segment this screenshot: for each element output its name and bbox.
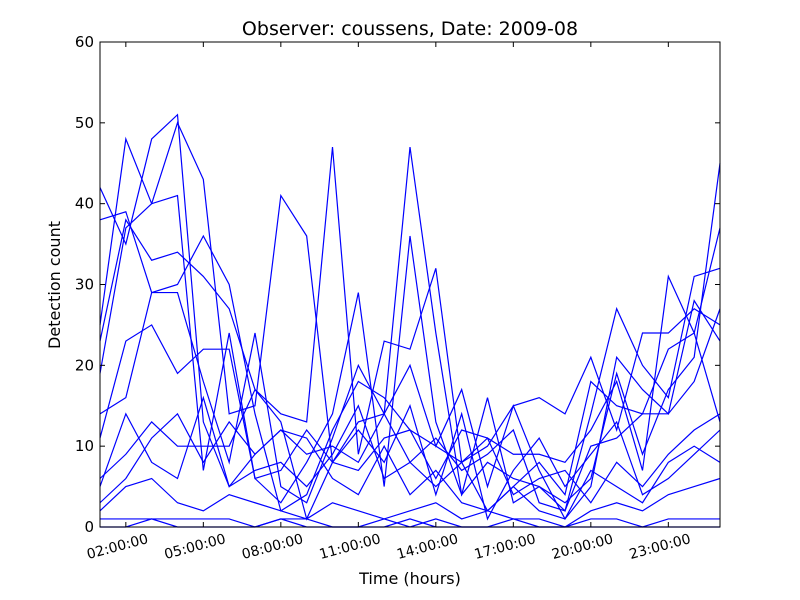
y-axis-label: Detection count	[45, 221, 64, 349]
y-tick-label: 10	[75, 437, 94, 455]
y-tick-label: 60	[75, 33, 94, 51]
series-line-4	[99, 147, 721, 464]
y-tick-label: 20	[75, 356, 94, 374]
series-line-10	[99, 412, 721, 520]
plot-background	[100, 42, 720, 527]
series-line-3	[99, 136, 721, 512]
chart-title: Observer: coussens, Date: 2009-08	[242, 18, 578, 40]
y-tick-label: 50	[75, 114, 94, 132]
y-tick-label: 30	[75, 276, 94, 294]
series-lines	[99, 113, 721, 528]
series-line-9	[99, 395, 721, 504]
y-axis-ticks: 0 10 20 30 40 50 60	[75, 33, 720, 536]
series-line-6	[99, 291, 721, 521]
y-tick-label: 40	[75, 195, 94, 213]
series-line-5	[99, 121, 721, 480]
series-line-7	[99, 324, 721, 521]
series-line-11	[99, 477, 721, 528]
series-line-1	[99, 113, 721, 504]
y-tick-label: 0	[84, 518, 94, 536]
x-axis-label: Time (hours)	[358, 569, 461, 588]
